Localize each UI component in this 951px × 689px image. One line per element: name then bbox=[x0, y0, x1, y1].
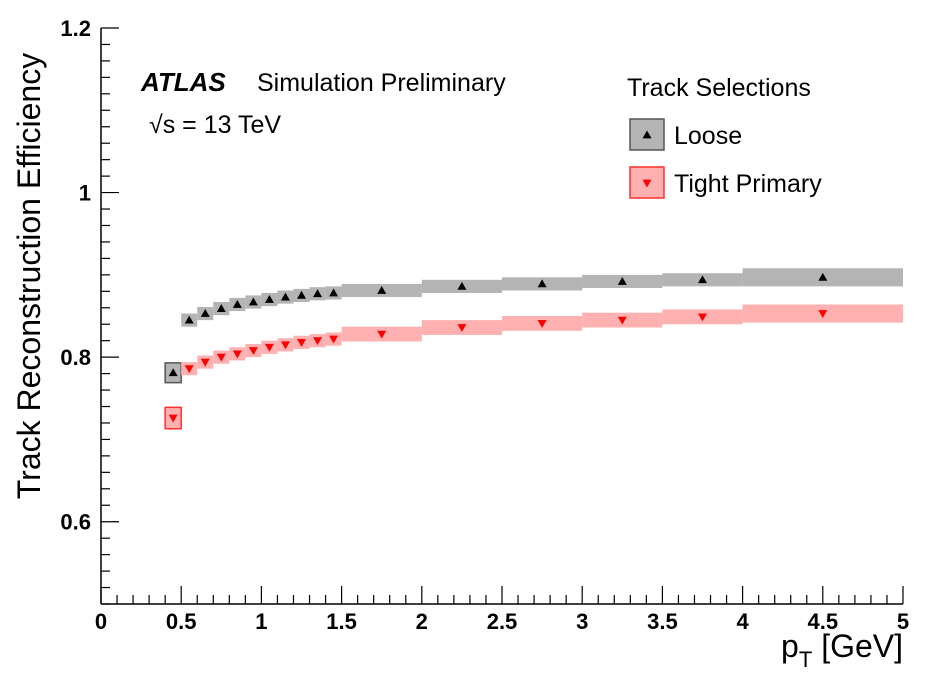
marker-tight bbox=[200, 358, 210, 367]
marker-loose bbox=[200, 309, 210, 317]
legend-label-loose: Loose bbox=[674, 122, 742, 150]
marker-tight bbox=[248, 347, 258, 356]
marker-loose bbox=[264, 295, 274, 303]
legend-marker-tight bbox=[642, 179, 652, 188]
marker-tight bbox=[377, 330, 387, 339]
status-label: Simulation Preliminary bbox=[257, 69, 506, 97]
x-tick-label: 1 bbox=[255, 609, 267, 634]
marker-loose bbox=[617, 276, 627, 285]
marker-tight bbox=[280, 341, 290, 350]
marker-loose bbox=[698, 275, 707, 284]
x-axis-subscript: T bbox=[799, 647, 812, 672]
marker-tight bbox=[818, 310, 828, 319]
legend-marker-loose bbox=[642, 130, 652, 139]
marker-tight bbox=[297, 338, 306, 347]
marker-loose bbox=[248, 297, 258, 306]
marker-tight bbox=[329, 335, 339, 344]
x-axis-symbol: p bbox=[781, 628, 799, 664]
marker-loose bbox=[818, 272, 828, 281]
marker-tight bbox=[216, 353, 226, 362]
marker-tight bbox=[617, 316, 627, 325]
legend: Loose Tight Primary bbox=[629, 118, 822, 199]
marker-loose bbox=[457, 281, 467, 290]
x-tick-label: 1.5 bbox=[326, 609, 357, 634]
marker-tight bbox=[184, 365, 194, 374]
x-tick-label: 5 bbox=[897, 609, 909, 634]
marker-loose bbox=[313, 289, 323, 298]
marker-loose bbox=[232, 299, 242, 308]
marker-tight bbox=[537, 320, 547, 328]
marker-tight bbox=[232, 350, 242, 359]
marker-loose bbox=[329, 288, 339, 297]
marker-loose bbox=[216, 304, 226, 312]
marker-tight bbox=[168, 414, 178, 423]
x-tick-label: 4.5 bbox=[808, 609, 839, 634]
y-tick-label: 0.8 bbox=[60, 345, 91, 370]
data-markers bbox=[168, 272, 828, 423]
x-tick-label: 0.5 bbox=[166, 609, 197, 634]
marker-loose bbox=[280, 292, 290, 301]
x-axis-title: pT [GeV] bbox=[781, 628, 903, 672]
x-tick-label: 3 bbox=[576, 609, 588, 634]
x-tick-label: 2.5 bbox=[487, 609, 518, 634]
marker-tight bbox=[698, 313, 707, 322]
y-tick-label: 1 bbox=[79, 181, 91, 206]
marker-tight bbox=[313, 337, 323, 346]
x-axis-unit: [GeV] bbox=[812, 628, 903, 664]
marker-tight bbox=[264, 343, 274, 352]
marker-loose bbox=[377, 285, 387, 294]
energy-symbol: √s bbox=[149, 111, 175, 139]
x-tick-label: 4 bbox=[736, 609, 749, 634]
marker-loose bbox=[297, 290, 306, 299]
x-tick-label: 2 bbox=[416, 609, 428, 634]
marker-loose bbox=[168, 368, 178, 377]
energy-label: √s = 13 TeV bbox=[149, 111, 281, 139]
axes: 0 0.5 1 1.5 2 2.5 3 3.5 4 4.5 5 0.6 0.8 1 1.2 bbox=[60, 16, 909, 634]
y-tick-label: 0.6 bbox=[60, 510, 91, 535]
x-tick-label: 0 bbox=[95, 609, 107, 634]
legend-label-tight: Tight Primary bbox=[674, 170, 822, 198]
marker-tight bbox=[457, 324, 467, 333]
y-axis-title: Track Reconstruction Efficiency bbox=[11, 53, 47, 499]
x-tick-label: 3.5 bbox=[647, 609, 678, 634]
atlas-label: ATLAS bbox=[140, 67, 226, 97]
energy-value: = 13 TeV bbox=[175, 111, 281, 139]
y-tick-label: 1.2 bbox=[60, 16, 91, 41]
marker-loose bbox=[537, 279, 547, 288]
uncertainty-bands bbox=[164, 268, 903, 430]
legend-title: Track Selections bbox=[627, 74, 811, 102]
marker-loose bbox=[184, 315, 194, 324]
